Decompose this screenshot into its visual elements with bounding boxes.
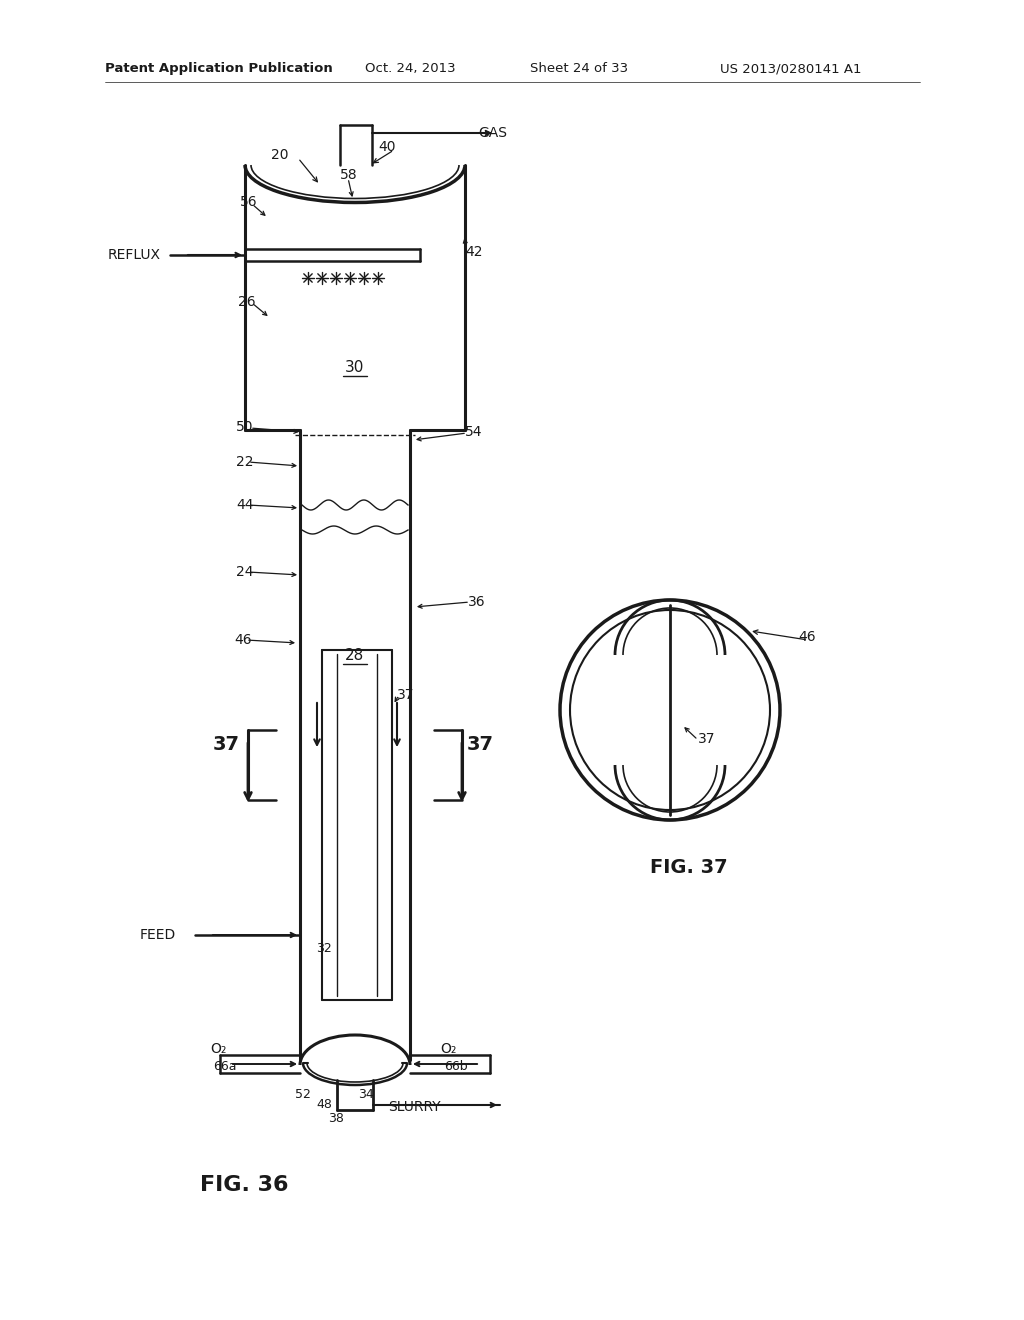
Text: 37: 37	[397, 688, 415, 702]
Text: FIG. 37: FIG. 37	[650, 858, 728, 876]
Text: 66b: 66b	[444, 1060, 468, 1073]
Text: 37: 37	[698, 733, 716, 746]
Text: 34: 34	[358, 1088, 374, 1101]
Text: REFLUX: REFLUX	[108, 248, 161, 261]
Text: 50: 50	[236, 420, 254, 434]
Text: 46: 46	[234, 634, 252, 647]
Text: 66a: 66a	[213, 1060, 237, 1073]
Text: Patent Application Publication: Patent Application Publication	[105, 62, 333, 75]
Text: Sheet 24 of 33: Sheet 24 of 33	[530, 62, 628, 75]
Text: 48: 48	[316, 1098, 332, 1111]
Text: 28: 28	[345, 648, 365, 663]
Text: 37: 37	[213, 735, 240, 754]
Text: SLURRY: SLURRY	[388, 1100, 440, 1114]
Text: FIG. 36: FIG. 36	[200, 1175, 289, 1195]
Text: 20: 20	[271, 148, 289, 162]
Text: 36: 36	[468, 595, 485, 609]
Text: 26: 26	[238, 294, 256, 309]
Text: 52: 52	[295, 1088, 311, 1101]
Text: 38: 38	[328, 1111, 344, 1125]
Text: 56: 56	[240, 195, 258, 209]
Text: 22: 22	[236, 455, 254, 469]
Text: O₂: O₂	[210, 1041, 226, 1056]
Text: Oct. 24, 2013: Oct. 24, 2013	[365, 62, 456, 75]
Text: O₂: O₂	[440, 1041, 457, 1056]
Text: 32: 32	[316, 942, 332, 954]
Text: 24: 24	[236, 565, 254, 579]
Text: FEED: FEED	[140, 928, 176, 942]
Text: GAS: GAS	[478, 125, 507, 140]
Text: 42: 42	[465, 246, 482, 259]
Text: 46: 46	[798, 630, 816, 644]
Text: 44: 44	[236, 498, 254, 512]
Text: US 2013/0280141 A1: US 2013/0280141 A1	[720, 62, 861, 75]
Text: 58: 58	[340, 168, 357, 182]
Text: 30: 30	[345, 360, 365, 375]
Text: 54: 54	[465, 425, 482, 440]
Text: 40: 40	[378, 140, 395, 154]
Text: 37: 37	[467, 735, 494, 754]
